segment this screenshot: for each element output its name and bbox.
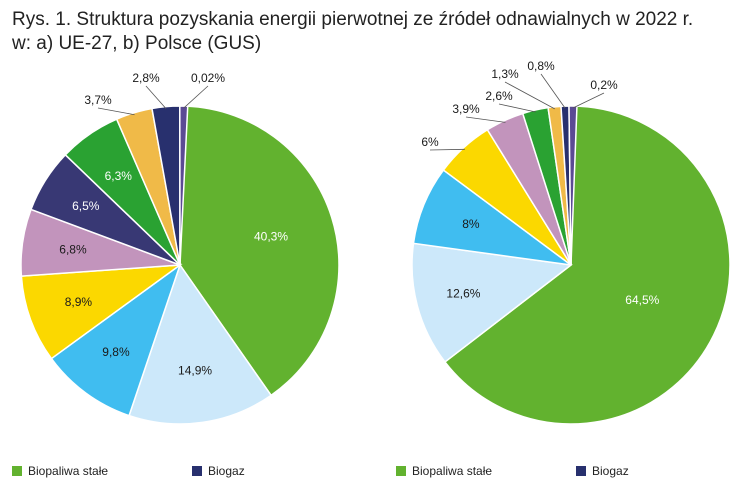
legend-label: Biogaz: [208, 464, 245, 478]
slice-label: 3,9%: [452, 102, 480, 116]
slice-label: 6,8%: [59, 243, 87, 257]
slice-label: 0,02%: [191, 71, 225, 85]
slice-label: 8,9%: [65, 295, 93, 309]
slice-label: 3,7%: [84, 93, 112, 107]
slice-label: 9,8%: [102, 345, 130, 359]
leader-line: [498, 103, 536, 113]
slice-label: 14,9%: [178, 363, 212, 377]
slice-label: 0,8%: [527, 59, 555, 73]
leader-line: [465, 116, 506, 123]
leader-line: [97, 107, 135, 116]
legend-label: Biopaliwa stałe: [28, 464, 109, 478]
pie-slice: [411, 242, 573, 363]
slice-label: 6,5%: [72, 199, 100, 213]
leader-line: [572, 92, 605, 109]
slice-label: 2,6%: [485, 89, 513, 103]
pie-slice: [128, 263, 273, 425]
slice-label: 6%: [421, 135, 439, 149]
legend-item: Biogaz: [576, 464, 629, 478]
pie-slice: [20, 264, 183, 360]
leader-line: [540, 73, 566, 109]
legend-item: Biopaliwa stałe: [12, 464, 108, 478]
leader-line: [504, 81, 555, 110]
chart-title: Rys. 1. Struktura pozyskania energii pie…: [12, 8, 732, 56]
pie-slice: [50, 263, 182, 417]
slice-label: 0,2%: [590, 78, 618, 92]
title-line-2: w: a) UE-27, b) Polsce (GUS): [12, 33, 262, 54]
legend-label: Biogaz: [592, 464, 629, 478]
title-line-1: Rys. 1. Struktura pozyskania energii pie…: [12, 9, 694, 30]
slice-label: 6,3%: [105, 169, 133, 183]
slice-label: 40,3%: [254, 229, 288, 243]
legend-swatch: [12, 466, 22, 476]
legend-label: Biopaliwa stałe: [412, 464, 493, 478]
legend: Biopaliwa stałe Biogaz Biopaliwa stałe B…: [0, 462, 741, 486]
leader-line: [145, 85, 167, 109]
pie-slice: [443, 105, 731, 425]
pie-chart-a: 40,3% 14,9% 9,8% 8,9% 6,8% 6,5% 6,3% 3,7% 2,8% 0,…: [20, 71, 340, 425]
legend-swatch: [396, 466, 406, 476]
legend-swatch: [576, 466, 586, 476]
pie-chart-b: 64,5% 12,6% 8% 6% 3,9% 2,6% 1,3% 0,8% 0,2%: [411, 59, 731, 425]
slice-label: 8%: [462, 217, 480, 231]
legend-item: Biogaz: [192, 464, 245, 478]
pie-slice: [179, 105, 340, 397]
leader-line: [183, 85, 209, 109]
slice-label: 12,6%: [446, 287, 480, 301]
slice-label: 1,3%: [491, 67, 519, 81]
slice-label: 2,8%: [132, 71, 160, 85]
legend-swatch: [192, 466, 202, 476]
legend-item: Biopaliwa stałe: [396, 464, 492, 478]
slice-label: 64,5%: [625, 293, 659, 307]
pie-slice: [179, 105, 189, 266]
leader-line: [429, 148, 465, 151]
